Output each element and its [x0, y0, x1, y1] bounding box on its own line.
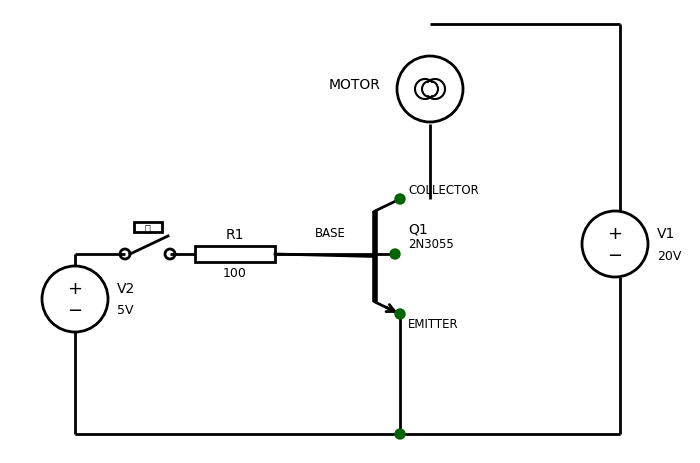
Text: −: −	[67, 301, 83, 319]
Text: V1: V1	[657, 226, 676, 240]
Circle shape	[395, 194, 405, 205]
Text: 2N3055: 2N3055	[408, 238, 454, 251]
Circle shape	[395, 309, 405, 319]
Text: 5V: 5V	[117, 304, 134, 317]
Text: −: −	[608, 246, 622, 264]
Bar	[195, 246, 275, 263]
Text: +: +	[608, 225, 622, 243]
Text: Ⓘ: Ⓘ	[145, 223, 150, 232]
Text: 20V: 20V	[657, 249, 681, 262]
Bar	[134, 223, 162, 232]
Text: R1: R1	[225, 227, 244, 242]
Circle shape	[395, 429, 405, 439]
Text: COLLECTOR: COLLECTOR	[408, 183, 479, 196]
Text: BASE: BASE	[314, 226, 345, 239]
Circle shape	[390, 250, 400, 259]
Text: 100: 100	[223, 266, 247, 279]
Text: V2: V2	[117, 282, 135, 295]
Text: Q1: Q1	[408, 223, 428, 237]
Text: +: +	[67, 279, 83, 297]
Text: MOTOR: MOTOR	[328, 78, 380, 92]
Text: EMITTER: EMITTER	[408, 318, 458, 331]
